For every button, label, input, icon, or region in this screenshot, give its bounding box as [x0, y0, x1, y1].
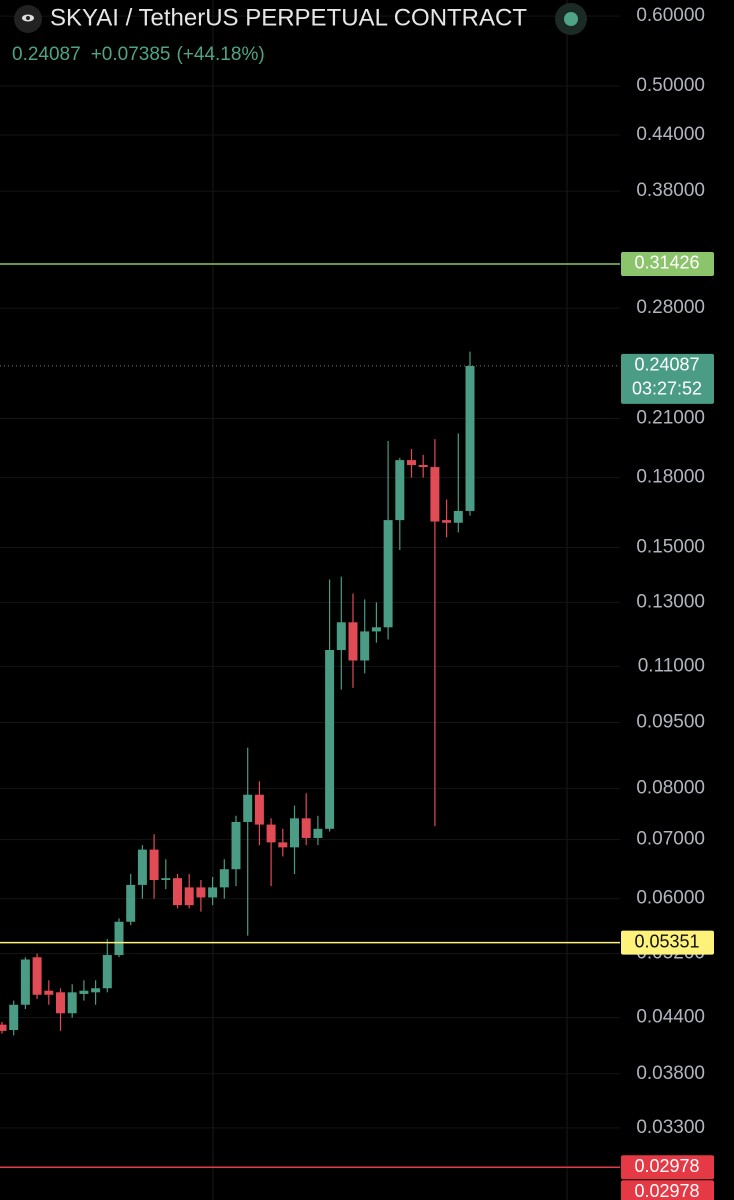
y-tick-label: 0.11000 [638, 655, 705, 676]
candles [0, 351, 475, 1036]
candle-body [173, 878, 182, 906]
candle-body [465, 365, 475, 511]
price-levels [0, 263, 620, 1168]
candle-body [126, 884, 136, 922]
candle-body [243, 794, 253, 822]
candle-body [430, 467, 440, 522]
candle-body [395, 460, 405, 521]
y-tick-label: 0.07000 [636, 829, 705, 850]
candle-body [0, 1024, 7, 1031]
y-tick-label: 0.03800 [636, 1063, 705, 1084]
candle-body [442, 520, 452, 523]
candle-body [453, 510, 463, 523]
y-tick-label: 0.28000 [636, 297, 705, 318]
change: +0.07385 [91, 44, 171, 65]
candle-body [56, 992, 65, 1014]
candle-body [290, 818, 299, 848]
y-tick-label: 0.13000 [636, 591, 705, 612]
level-label-bg [621, 353, 714, 404]
candle-body [254, 794, 264, 825]
y-axis: 0.60000 0.50000 0.44000 0.38000 0.28000 0.210… [636, 5, 705, 1138]
candle-body [418, 465, 428, 468]
header-values: 0.24087 +0.07385 (+44.18%) [12, 44, 265, 65]
candle-body [20, 959, 30, 1005]
level-label-bg [621, 251, 714, 276]
level-label-bg [621, 1155, 714, 1180]
candle-body [102, 955, 112, 989]
level-label: 0.02978 [634, 1181, 699, 1200]
candle-body [91, 988, 101, 993]
y-tick-label: 0.06000 [636, 888, 705, 909]
y-tick-label: 0.50000 [636, 75, 705, 96]
candle-body [266, 824, 276, 843]
y-tick-label: 0.21000 [636, 408, 705, 429]
y-tick-label: 0.18000 [636, 467, 705, 488]
candle-body [9, 1004, 19, 1030]
candle-body [278, 842, 288, 848]
candle-body [313, 828, 323, 838]
status-dot [564, 12, 578, 26]
candle-body [360, 631, 370, 661]
candle-body [325, 649, 335, 829]
candle-body [336, 622, 346, 650]
level-label: 0.31426 [634, 253, 699, 273]
change-pct: (+44.18%) [176, 44, 264, 65]
candle-body [114, 921, 124, 956]
candle-body [67, 992, 77, 1014]
chart-title: SKYAI / TetherUS PERPETUAL CONTRACT [50, 4, 527, 31]
candle-body [137, 849, 147, 885]
y-tick-label: 0.15000 [636, 536, 705, 557]
candle-body [32, 957, 42, 995]
y-tick-label: 0.38000 [636, 180, 705, 201]
candle-body [383, 520, 393, 628]
grid [0, 15, 620, 1129]
candle-body [161, 878, 171, 881]
level-label: 0.02978 [634, 1156, 699, 1176]
level-labels: 0.31426 0.24087 03:27:52 0.05351 0.02978 0.02… [621, 251, 714, 1200]
y-tick-label: 0.44000 [636, 124, 705, 145]
candle-body [371, 627, 381, 632]
y-tick-label: 0.09500 [636, 712, 705, 733]
candle-body [301, 818, 311, 838]
y-tick-label: 0.04400 [636, 1007, 705, 1028]
logo-pupil [26, 16, 30, 20]
candle-body [184, 887, 194, 906]
level-label: 0.24087 [634, 355, 699, 375]
y-tick-label: 0.03300 [636, 1117, 705, 1138]
level-label-bg [621, 930, 714, 955]
y-tick-label: 0.60000 [636, 5, 705, 26]
candle-body [208, 887, 218, 898]
candle-body [44, 990, 54, 995]
candle-body [149, 849, 159, 881]
candle-body [231, 821, 241, 870]
y-tick-label: 0.08000 [636, 777, 705, 798]
candle-body [348, 622, 358, 661]
level-label: 0.05351 [634, 931, 699, 951]
level-label-bg [621, 1180, 714, 1200]
candle-body [219, 869, 229, 888]
candle-body [407, 460, 416, 466]
countdown-label: 03:27:52 [632, 379, 702, 399]
header: SKYAI / TetherUS PERPETUAL CONTRACT 0.24… [12, 3, 587, 65]
candle-body [196, 887, 206, 898]
candle-body [79, 990, 89, 994]
last-price: 0.24087 [12, 44, 81, 65]
